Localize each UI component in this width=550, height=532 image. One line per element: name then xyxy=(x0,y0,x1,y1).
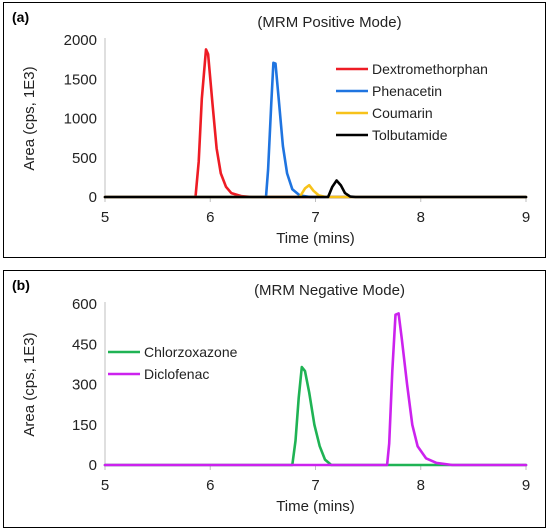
panel-label-b: (b) xyxy=(12,277,30,293)
y-tick-label-b: 450 xyxy=(72,336,97,353)
y-tick-label-a: 0 xyxy=(89,189,97,206)
legend-label-tolbutamide: Tolbutamide xyxy=(372,127,448,143)
x-tick-label-a: 8 xyxy=(417,209,425,226)
x-tick-label-a: 5 xyxy=(101,209,109,226)
y-axis-title-a: Area (cps, 1E3) xyxy=(21,66,38,170)
y-tick-label-a: 1500 xyxy=(64,71,97,88)
chart-panel-a: (a) (MRM Positive Mode) 0 500 1000 1500 2000 5 6… xyxy=(3,2,546,258)
x-tick-label-b: 8 xyxy=(417,477,425,494)
chart-b-svg: (b) (MRM Negative Mode) 0 150 300 450 600 5 6 7 8 9… xyxy=(12,277,530,515)
series-line-tolbutamide xyxy=(103,179,528,199)
y-tick-label-b: 150 xyxy=(72,417,97,434)
x-tick-label-a: 9 xyxy=(522,209,530,226)
legend-label-diclofenac: Diclofenac xyxy=(144,366,209,382)
y-tick-label-a: 500 xyxy=(72,150,97,167)
chart-a-svg: (a) (MRM Positive Mode) 0 500 1000 1500 2000 5 6… xyxy=(12,9,530,247)
series-line-dextromethorphan xyxy=(103,48,528,199)
y-tick-label-b: 600 xyxy=(72,296,97,313)
series-line-diclofenac xyxy=(103,312,528,467)
panel-label-a: (a) xyxy=(12,9,29,25)
y-axis-title-b: Area (cps, 1E3) xyxy=(21,332,38,436)
y-tick-label-b: 0 xyxy=(89,457,97,474)
chart-title-a: (MRM Positive Mode) xyxy=(257,14,401,31)
series-line-phenacetin xyxy=(103,61,528,199)
legend-label-chlorzoxazone: Chlorzoxazone xyxy=(144,344,238,360)
x-axis-title-a: Time (mins) xyxy=(276,230,355,247)
x-tick-label-b: 7 xyxy=(311,477,319,494)
y-tick-label-b: 300 xyxy=(72,377,97,394)
x-tick-label-a: 6 xyxy=(206,209,214,226)
series-line-coumarin xyxy=(103,183,528,199)
y-tick-label-a: 2000 xyxy=(64,32,97,49)
y-tick-label-a: 1000 xyxy=(64,111,97,128)
x-tick-label-b: 6 xyxy=(206,477,214,494)
chart-title-b: (MRM Negative Mode) xyxy=(254,282,405,299)
chart-panel-b: (b) (MRM Negative Mode) 0 150 300 450 600 5 6 7 8 9… xyxy=(3,270,546,528)
x-tick-label-a: 7 xyxy=(311,209,319,226)
legend-label-phenacetin: Phenacetin xyxy=(372,83,442,99)
x-tick-label-b: 9 xyxy=(522,477,530,494)
series-line-chlorzoxazone xyxy=(103,365,528,467)
x-axis-title-b: Time (mins) xyxy=(276,498,355,515)
legend-label-coumarin: Coumarin xyxy=(372,105,433,121)
x-tick-label-b: 5 xyxy=(101,477,109,494)
legend-label-dextromethorphan: Dextromethorphan xyxy=(372,61,488,77)
